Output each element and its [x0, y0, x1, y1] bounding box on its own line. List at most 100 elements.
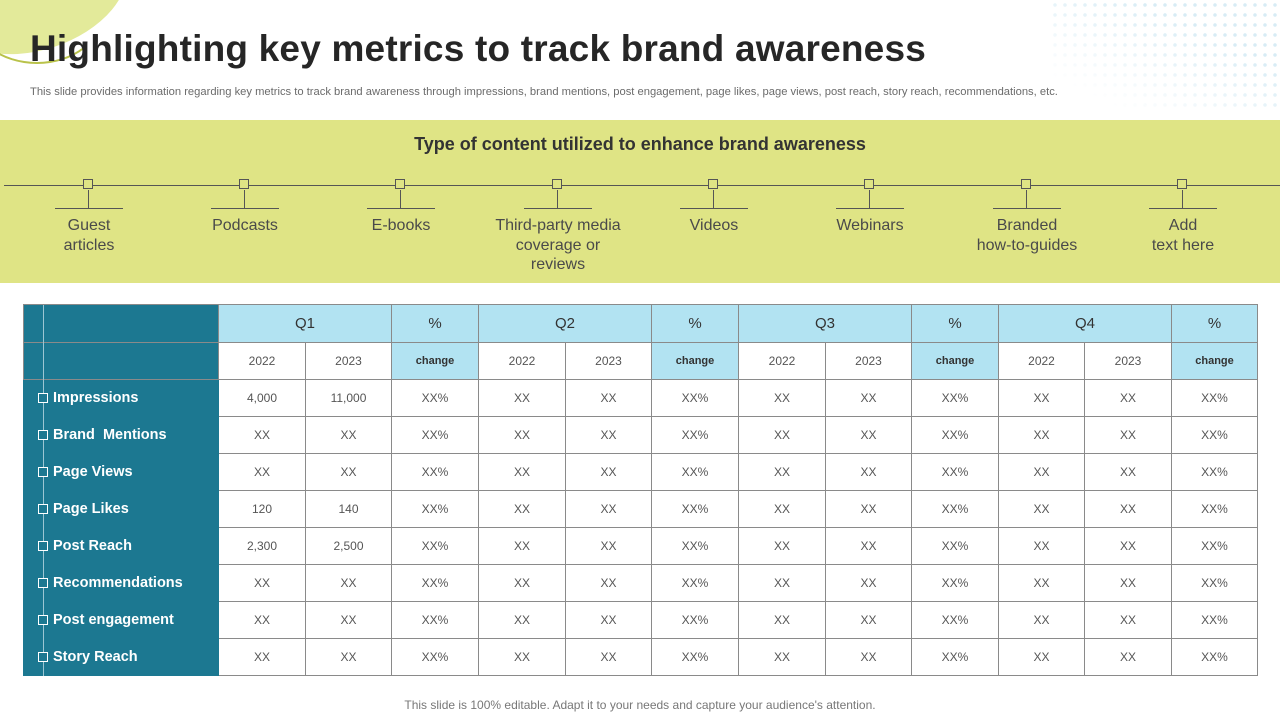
metrics-table: Q1% Q2% Q3% Q4% 2022 2023 change 2022 2023 chang… — [23, 304, 1258, 677]
table-cell: XX% — [911, 490, 999, 528]
metric-bullet-icon — [38, 467, 48, 477]
table-cell: XX% — [391, 564, 479, 602]
change-header: change — [391, 342, 479, 380]
table-cell: XX — [825, 527, 912, 565]
table-cell: XX% — [1171, 564, 1258, 602]
metric-cell: Impressions — [23, 379, 219, 418]
table-cell: XX — [565, 564, 652, 602]
table-cell: XX% — [1171, 416, 1258, 454]
timeline-stem — [869, 190, 870, 208]
table-cell: XX% — [391, 527, 479, 565]
content-type-heading: Type of content utilized to enhance bran… — [414, 134, 866, 154]
metric-bullet-icon — [38, 430, 48, 440]
metric-label: Page Likes — [53, 501, 129, 517]
table-cell: XX — [825, 601, 912, 639]
table-cell: XX% — [651, 601, 739, 639]
timeline-base — [836, 208, 904, 209]
timeline-stem — [557, 190, 558, 208]
content-type-label: E-books — [371, 217, 431, 234]
quarter-header: Q2 — [478, 304, 652, 343]
table-cell: XX — [738, 379, 826, 417]
table-cell: XX — [1084, 490, 1172, 528]
metric-label: Impressions — [53, 390, 139, 406]
timeline-base — [524, 208, 592, 209]
table-cell: XX — [998, 527, 1085, 565]
table-cell: XX — [478, 564, 566, 602]
table-cell: XX — [1084, 416, 1172, 454]
quarter-header: Q4 — [998, 304, 1172, 343]
table-cell: XX% — [911, 601, 999, 639]
content-type-label: Videos — [689, 217, 739, 234]
table-cell: XX% — [1171, 601, 1258, 639]
table-cell: XX% — [911, 638, 999, 676]
table-row: Post Reach 2,300 2,500 XX% XX XX XX% XX XX XX% XX X… — [23, 527, 1258, 566]
table-cell: XX — [218, 416, 306, 454]
table-cell: XX — [305, 453, 392, 491]
table-cell: XX% — [651, 416, 739, 454]
timeline-node-icon — [864, 179, 874, 189]
timeline-node-icon — [552, 179, 562, 189]
table-cell: XX% — [1171, 453, 1258, 491]
table-cell: XX% — [1171, 638, 1258, 676]
metric-label: Post Reach — [53, 538, 132, 554]
table-cell: XX — [565, 527, 652, 565]
table-cell: XX — [565, 453, 652, 491]
table-cell: XX — [738, 638, 826, 676]
table-cell: XX — [565, 379, 652, 417]
table-cell: XX — [998, 601, 1085, 639]
metric-cell: Post engagement — [23, 601, 219, 640]
quarter-header: Q1 — [218, 304, 392, 343]
change-header: change — [651, 342, 739, 380]
percent-header: % — [651, 304, 739, 343]
table-cell: XX% — [911, 379, 999, 417]
year-header: 2022 — [218, 342, 306, 380]
table-cell: XX% — [911, 453, 999, 491]
timeline-node-icon — [708, 179, 718, 189]
timeline-node-icon — [395, 179, 405, 189]
content-type-label: Webinars — [836, 217, 904, 234]
table-cell: XX — [478, 490, 566, 528]
metric-bullet-icon — [38, 652, 48, 662]
table-cell: XX — [218, 453, 306, 491]
table-cell: XX — [478, 453, 566, 491]
year-header: 2022 — [738, 342, 826, 380]
percent-header: % — [1171, 304, 1258, 343]
table-cell: XX — [478, 638, 566, 676]
timeline-stem — [400, 190, 401, 208]
table-cell: XX — [825, 490, 912, 528]
table-cell: XX — [738, 527, 826, 565]
table-cell: 120 — [218, 490, 306, 528]
year-header: 2023 — [305, 342, 392, 380]
metric-cell: Page Likes — [23, 490, 219, 529]
change-header: change — [1171, 342, 1258, 380]
content-type-label: Branded how-to-guides — [976, 217, 1078, 254]
table-row: Recommendations XX XX XX% XX XX XX% XX XX XX% XX XX… — [23, 564, 1258, 603]
table-row: Post engagement XX XX XX% XX XX XX% XX XX XX% XX XX… — [23, 601, 1258, 640]
metric-bullet-icon — [38, 393, 48, 403]
year-header: 2023 — [825, 342, 912, 380]
table-corner-sub — [23, 342, 219, 381]
metric-cell: Brand Mentions — [23, 416, 219, 455]
table-corner — [23, 304, 219, 344]
table-cell: XX% — [651, 527, 739, 565]
timeline-stem — [713, 190, 714, 208]
table-cell: XX — [565, 416, 652, 454]
year-header: 2023 — [565, 342, 652, 380]
table-cell: XX — [218, 564, 306, 602]
decorative-dot-pattern — [1050, 0, 1280, 110]
content-type-label: Podcasts — [212, 217, 278, 234]
table-cell: XX% — [911, 416, 999, 454]
table-cell: XX — [738, 453, 826, 491]
table-cell: 11,000 — [305, 379, 392, 417]
table-cell: XX — [1084, 453, 1172, 491]
table-cell: XX% — [1171, 379, 1258, 417]
timeline-node-icon — [239, 179, 249, 189]
year-header: 2023 — [1084, 342, 1172, 380]
table-cell: XX — [305, 564, 392, 602]
table-cell: XX — [998, 638, 1085, 676]
table-cell: XX — [998, 453, 1085, 491]
content-type-label: Third-party media coverage or reviews — [495, 217, 621, 273]
timeline-node-icon — [1177, 179, 1187, 189]
table-cell: XX% — [651, 564, 739, 602]
timeline-stem — [1182, 190, 1183, 208]
